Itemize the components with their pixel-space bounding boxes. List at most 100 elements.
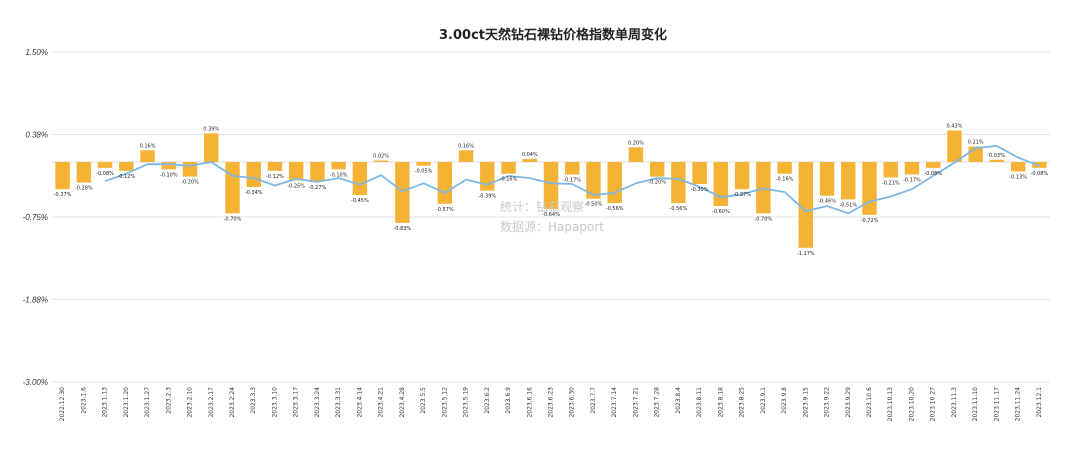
bar (925, 162, 941, 168)
bar (734, 162, 750, 190)
bar (225, 162, 240, 214)
x-tick-label: 2023.4.14 (356, 387, 363, 418)
trend-line (104, 145, 1040, 215)
data-label: -0.64% (542, 212, 560, 218)
bar (841, 162, 856, 200)
data-label: -1.17% (797, 251, 815, 257)
data-label: -0.45% (351, 198, 369, 204)
data-label: -0.39% (478, 194, 496, 200)
x-tick-label: 2023.6.9 (505, 387, 512, 414)
y-tick-label: 1.50% (25, 48, 48, 57)
x-tick-label: 2023.2.10 (187, 387, 194, 418)
data-label: -0.20% (648, 180, 666, 186)
x-tick-label: 2023.9.22 (824, 387, 831, 418)
bar (798, 162, 814, 248)
bar (883, 162, 898, 178)
data-label: -0.08% (96, 171, 114, 177)
x-tick-label: 2023.3.17 (293, 387, 300, 418)
x-tick-label: 2023.10.20 (908, 387, 915, 422)
x-tick-label: 2023.1.20 (123, 387, 130, 418)
data-label: 0.39% (203, 126, 219, 132)
x-tick-label: 2023.8.18 (717, 387, 724, 418)
data-label: -0.17% (563, 177, 581, 183)
x-tick-label: 2023.6.30 (569, 387, 576, 418)
x-axis-ticks: 2022.12.30 2023.1.6 2023.1.13 2023.1.20 2023… (59, 387, 1043, 422)
x-tick-label: 2023.7.21 (632, 387, 639, 418)
x-tick-label: 2023.8.11 (696, 387, 703, 418)
data-label: -0.17% (903, 177, 921, 183)
x-tick-label: 2023.3.3 (250, 387, 257, 414)
x-tick-label: 2023.6.23 (548, 387, 555, 418)
data-label: -0.10% (330, 172, 348, 178)
data-label: 0.04% (522, 152, 538, 158)
x-tick-label: 2023.8.4 (675, 387, 682, 414)
bar (97, 162, 113, 168)
data-label: -0.60% (712, 209, 730, 215)
x-tick-label: 2023.2.17 (208, 387, 215, 418)
bar (628, 147, 644, 162)
data-label: -0.56% (670, 206, 688, 212)
x-tick-label: 2023.3.24 (314, 387, 321, 418)
bar (904, 162, 920, 175)
x-tick-label: 2023.7.7 (590, 387, 597, 414)
y-tick-label: 0.38% (25, 131, 48, 140)
x-tick-label: 2023.11.10 (972, 387, 979, 422)
bar (310, 162, 325, 182)
bar (565, 162, 580, 175)
x-tick-label: 2023.1.27 (144, 387, 151, 418)
y-axis-ticks: 1.50% 0.38% -0.75% -1.88% -3.00% (23, 48, 48, 387)
bar (777, 162, 792, 174)
bar (373, 160, 389, 162)
x-tick-label: 2023.6.2 (484, 387, 491, 414)
bar (76, 162, 92, 183)
x-tick-label: 2023.4.28 (399, 387, 406, 418)
data-label: -0.08% (1031, 171, 1049, 177)
data-label: -0.25% (287, 183, 305, 189)
data-label: -0.13% (1009, 175, 1027, 181)
x-tick-label: 2022.12.30 (59, 387, 66, 422)
x-tick-label: 2023.3.31 (335, 387, 342, 418)
x-tick-label: 2023.4.21 (378, 387, 385, 418)
y-tick-label: -3.00% (23, 378, 48, 387)
chart-title: 3.00ct天然钻石裸钻价格指数单周变化 (439, 27, 667, 43)
x-tick-label: 2023.10.27 (930, 387, 937, 422)
bar (416, 162, 431, 166)
x-tick-label: 2023.5.12 (441, 387, 448, 418)
data-label: 0.20% (628, 140, 644, 146)
bar (55, 162, 70, 190)
bar (161, 162, 177, 170)
data-label: 0.16% (140, 143, 156, 149)
data-label: -0.27% (309, 185, 327, 191)
bar (989, 159, 1005, 162)
bar (480, 162, 495, 191)
bar (395, 162, 410, 223)
data-label: -0.37% (54, 192, 72, 198)
data-label: -0.10% (160, 172, 178, 178)
data-label: -0.34% (245, 190, 263, 196)
x-tick-label: 2023.9.8 (781, 387, 788, 414)
x-tick-label: 2023.7.28 (654, 387, 661, 418)
data-label: 0.21% (968, 140, 984, 146)
data-label: -0.50% (585, 202, 603, 208)
data-label: -0.20% (181, 180, 199, 186)
data-label: -0.12% (266, 174, 284, 180)
data-label: 0.43% (947, 123, 963, 129)
bar (331, 162, 346, 170)
data-label: -0.05% (415, 169, 433, 175)
x-tick-label: 2023.9.29 (845, 387, 852, 418)
x-tick-label: 2023.9.1 (760, 387, 767, 414)
data-label: 0.02% (373, 154, 389, 160)
bar (692, 162, 707, 184)
bar (947, 130, 962, 162)
x-tick-label: 2023.10.13 (887, 387, 894, 422)
data-label: -0.72% (861, 218, 879, 224)
x-tick-label: 2023.1.13 (102, 387, 109, 418)
bar (543, 162, 559, 209)
data-label: -0.46% (818, 199, 836, 205)
data-label: -0.16% (500, 177, 518, 183)
x-tick-label: 2023.3.10 (271, 387, 278, 418)
bar (119, 162, 134, 171)
bar (1010, 162, 1026, 172)
x-tick-label: 2023.11.24 (1015, 387, 1022, 422)
